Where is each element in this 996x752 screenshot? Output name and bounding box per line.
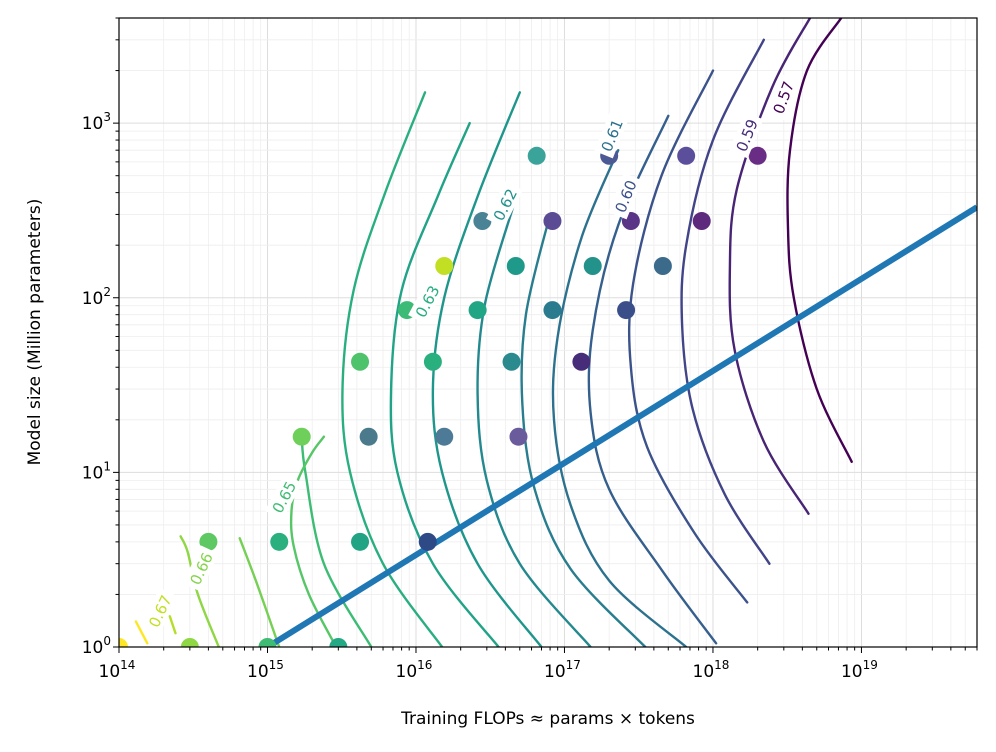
x-axis-label: Training FLOPs ≈ params × tokens — [400, 709, 695, 729]
y-tick-label: 100 — [82, 634, 111, 658]
x-tick-label: 1016 — [396, 658, 433, 682]
scatter-point — [543, 301, 562, 320]
contour-label-gap — [608, 172, 643, 220]
contour-line — [341, 91, 444, 647]
scatter-point — [527, 146, 546, 165]
scatter-point — [677, 146, 696, 165]
contour-label-gap — [264, 473, 303, 521]
x-tick-label: 1017 — [544, 658, 581, 682]
scatter-point — [435, 427, 454, 446]
scatter-point — [258, 638, 277, 647]
plot-frame — [118, 17, 978, 648]
contour-line — [476, 206, 592, 647]
scatter-point — [351, 532, 370, 551]
contour-line — [431, 91, 543, 647]
scatter-point — [509, 427, 528, 446]
scatter-point — [506, 257, 525, 276]
x-tick-label: 1014 — [99, 658, 136, 682]
contour-line — [520, 213, 647, 647]
contour-line — [238, 537, 281, 647]
scatter-point — [329, 638, 348, 647]
contour-line — [300, 435, 373, 647]
contour-label-gap — [766, 74, 800, 121]
contour-line — [289, 435, 338, 647]
scatter-point — [199, 532, 218, 551]
scatter-point — [653, 257, 672, 276]
y-tick-label: 102 — [82, 285, 111, 309]
scatter-point — [543, 212, 562, 231]
contour-line — [389, 121, 500, 647]
scatter-point — [572, 352, 591, 371]
scatter-point — [292, 427, 311, 446]
x-tick-label: 1019 — [841, 658, 878, 682]
contour-label-gap — [408, 277, 446, 325]
contour-label-gap — [486, 181, 523, 228]
y-tick-labels: 100 101 102 103 — [82, 110, 111, 658]
scatter-point — [583, 257, 602, 276]
contour-line — [627, 69, 749, 604]
scatter-point — [692, 212, 711, 231]
y-tick-label: 103 — [82, 110, 111, 134]
contour-labels: 0.570.590.600.610.620.630.650.660.67 — [141, 74, 800, 635]
contour-lines — [134, 18, 853, 647]
contour-line — [680, 38, 771, 565]
grid — [118, 17, 978, 648]
optimal-line-layer — [265, 204, 977, 647]
x-tick-label: 1018 — [693, 658, 730, 682]
scatter-point — [359, 427, 378, 446]
x-tick-label: 1015 — [247, 658, 284, 682]
x-tick-labels: 1014 1015 1016 1017 1018 1019 — [99, 658, 878, 682]
contour-label-gap — [141, 587, 178, 635]
scatter-point — [119, 638, 128, 647]
y-axis-label: Model size (Million parameters) — [25, 199, 45, 466]
scatter-point — [418, 532, 437, 551]
optimal-line — [265, 204, 977, 647]
scatter-point — [435, 257, 454, 276]
scatter-point — [617, 301, 636, 320]
contour-line — [786, 18, 853, 463]
scatter-point — [748, 146, 767, 165]
scatter-point — [270, 532, 289, 551]
contour-line — [134, 620, 149, 645]
contour-line — [587, 114, 718, 645]
contour-label-gap — [594, 111, 629, 159]
axis-ticks — [113, 17, 978, 653]
y-tick-label: 101 — [82, 459, 111, 483]
scatter-point — [351, 352, 370, 371]
contour-line — [728, 18, 812, 515]
scatter-point — [473, 212, 492, 231]
scatter-point — [180, 638, 199, 647]
contour-label-gap — [729, 111, 764, 159]
contour-line — [168, 615, 177, 635]
scatter-point — [502, 352, 521, 371]
contour-label-gap — [182, 545, 219, 592]
scatter-point — [423, 352, 442, 371]
scatter-point — [468, 301, 487, 320]
contour-line — [551, 149, 688, 647]
